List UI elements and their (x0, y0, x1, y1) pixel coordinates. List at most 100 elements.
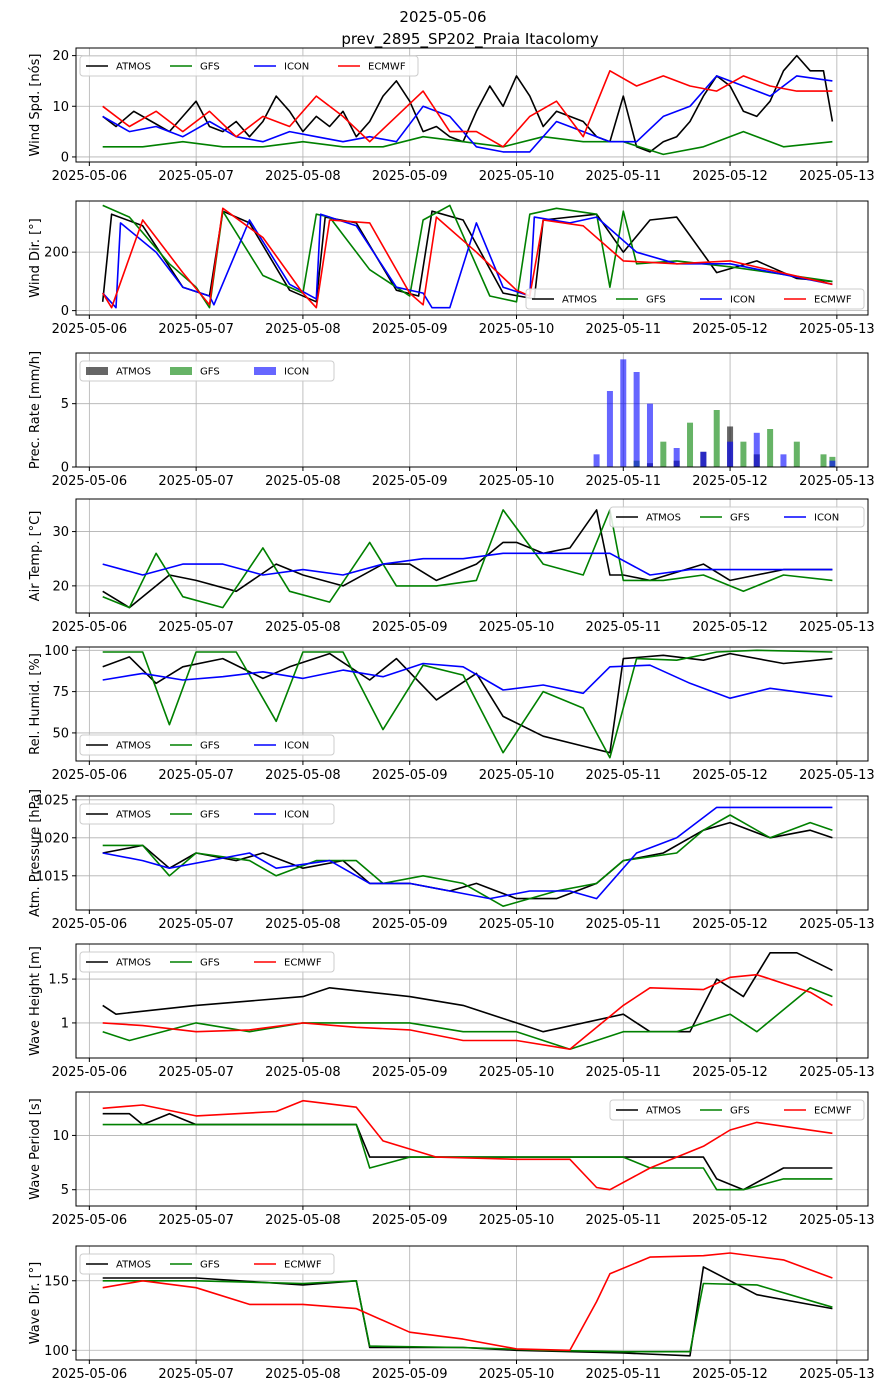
x-tick-label: 2025-05-13 (799, 474, 875, 489)
x-tick-label: 2025-05-09 (372, 1213, 448, 1228)
axes-frame (75, 795, 869, 911)
bar-gfs (740, 441, 747, 467)
legend-label-gfs: GFS (200, 958, 220, 969)
x-tick-label: 2025-05-12 (692, 1213, 768, 1228)
x-tick-label: 2025-05-11 (585, 620, 661, 635)
x-tick-label: 2025-05-13 (799, 322, 875, 337)
legend-swatch-atmos (86, 367, 108, 375)
bar-icon (606, 391, 613, 467)
legend-label-gfs: GFS (730, 513, 750, 524)
x-tick-label: 2025-05-06 (52, 620, 128, 635)
x-tick-label: 2025-05-12 (692, 768, 768, 783)
legend-swatch-icon (254, 367, 276, 375)
legend: ATMOS GFS ICON (79, 734, 335, 756)
x-tick-label: 2025-05-07 (158, 1367, 234, 1382)
legend-label-icon: ICON (284, 741, 309, 752)
x-tick-label: 2025-05-07 (158, 169, 234, 184)
line-atmos (102, 652, 833, 754)
line-ecmwf (102, 70, 833, 148)
legend-label-icon: ICON (284, 62, 309, 73)
line-ecmwf (102, 1252, 833, 1352)
x-tick-label: 2025-05-10 (479, 917, 555, 932)
legend-label-atmos: ATMOS (116, 367, 151, 378)
line-atmos (102, 821, 833, 900)
x-tick-label: 2025-05-11 (585, 1367, 661, 1382)
legend-label-icon: ICON (284, 367, 309, 378)
legend-label-ecmwf: ECMWF (284, 1260, 322, 1271)
line-ecmwf (102, 1099, 833, 1191)
x-tick-label: 2025-05-09 (372, 917, 448, 932)
x-tick-label: 2025-05-06 (52, 474, 128, 489)
y-tick-label: 100 (44, 1344, 69, 1359)
panel-rel-humid: 2025-05-06 2025-05-07 2025-05-08 2025-05-09… (28, 644, 875, 783)
x-tick-label: 2025-05-13 (799, 917, 875, 932)
panel-atm-pressure-hpa: 2025-05-06 2025-05-07 2025-05-08 2025-05-09… (28, 789, 875, 932)
x-tick-label: 2025-05-09 (372, 768, 448, 783)
y-tick-label: 0 (61, 304, 69, 319)
x-tick-label: 2025-05-10 (479, 768, 555, 783)
x-tick-label: 2025-05-11 (585, 169, 661, 184)
bar-icon (646, 403, 653, 467)
x-tick-label: 2025-05-10 (479, 322, 555, 337)
legend-label-atmos: ATMOS (646, 1106, 681, 1117)
x-tick-label: 2025-05-09 (372, 474, 448, 489)
y-tick-label: 1020 (36, 831, 69, 846)
legend-label-atmos: ATMOS (562, 295, 597, 306)
line-gfs (102, 1280, 833, 1353)
line-ecmwf (102, 973, 833, 1050)
legend-label-atmos: ATMOS (116, 741, 151, 752)
legend-box (609, 1099, 865, 1121)
legend-label-atmos: ATMOS (646, 513, 681, 524)
y-tick-label: 150 (44, 1274, 69, 1289)
legend: ATMOS GFS ECMWF (79, 951, 335, 973)
y-axis-label: Wave Height [m] (28, 946, 43, 1056)
y-axis-label: Wave Period [s] (28, 1098, 43, 1199)
x-tick-label: 2025-05-10 (479, 169, 555, 184)
x-tick-label: 2025-05-07 (158, 1213, 234, 1228)
bar-icon (593, 454, 600, 467)
series-group (102, 951, 833, 1050)
x-tick-label: 2025-05-06 (52, 1065, 128, 1080)
x-tick-label: 2025-05-10 (479, 1065, 555, 1080)
bar-gfs (687, 422, 694, 467)
axes-frame (75, 1091, 869, 1207)
line-icon (102, 662, 833, 700)
y-tick-label: 1 (61, 1016, 69, 1031)
legend-label-ecmwf: ECMWF (814, 295, 852, 306)
bar-icon (620, 359, 627, 467)
y-axis-label: Wind Spd. [nós] (28, 54, 43, 157)
line-icon (102, 552, 833, 576)
axes-frame (75, 498, 869, 614)
bar-gfs (767, 429, 774, 467)
y-tick-label: 50 (52, 726, 69, 741)
figure-title-station: prev_2895_SP202_Praia Itacolomy (341, 30, 598, 49)
axes-frame (75, 352, 869, 468)
legend-label-gfs: GFS (200, 741, 220, 752)
x-tick-label: 2025-05-07 (158, 474, 234, 489)
x-tick-label: 2025-05-09 (372, 1367, 448, 1382)
line-gfs (102, 204, 833, 309)
x-tick-label: 2025-05-08 (265, 1065, 341, 1080)
axes-frame (75, 943, 869, 1059)
x-tick-label: 2025-05-08 (265, 474, 341, 489)
legend: ATMOS GFS ECMWF (609, 1099, 865, 1121)
x-tick-label: 2025-05-11 (585, 1213, 661, 1228)
legend: ATMOS GFS ECMWF (79, 1253, 335, 1275)
bar-gfs (660, 441, 667, 467)
x-tick-label: 2025-05-09 (372, 169, 448, 184)
line-icon (102, 213, 833, 309)
x-tick-label: 2025-05-08 (265, 169, 341, 184)
x-tick-label: 2025-05-12 (692, 322, 768, 337)
legend: ATMOS GFS ICON (79, 803, 335, 825)
y-tick-label: 20 (52, 49, 69, 64)
legend-label-ecmwf: ECMWF (814, 1106, 852, 1117)
x-tick-label: 2025-05-09 (372, 1065, 448, 1080)
legend-label-gfs: GFS (730, 1106, 750, 1117)
x-tick-label: 2025-05-07 (158, 620, 234, 635)
x-tick-label: 2025-05-11 (585, 917, 661, 932)
x-tick-label: 2025-05-10 (479, 474, 555, 489)
x-tick-label: 2025-05-09 (372, 322, 448, 337)
x-tick-label: 2025-05-06 (52, 322, 128, 337)
bar-icon (700, 451, 707, 467)
x-tick-label: 2025-05-13 (799, 1213, 875, 1228)
